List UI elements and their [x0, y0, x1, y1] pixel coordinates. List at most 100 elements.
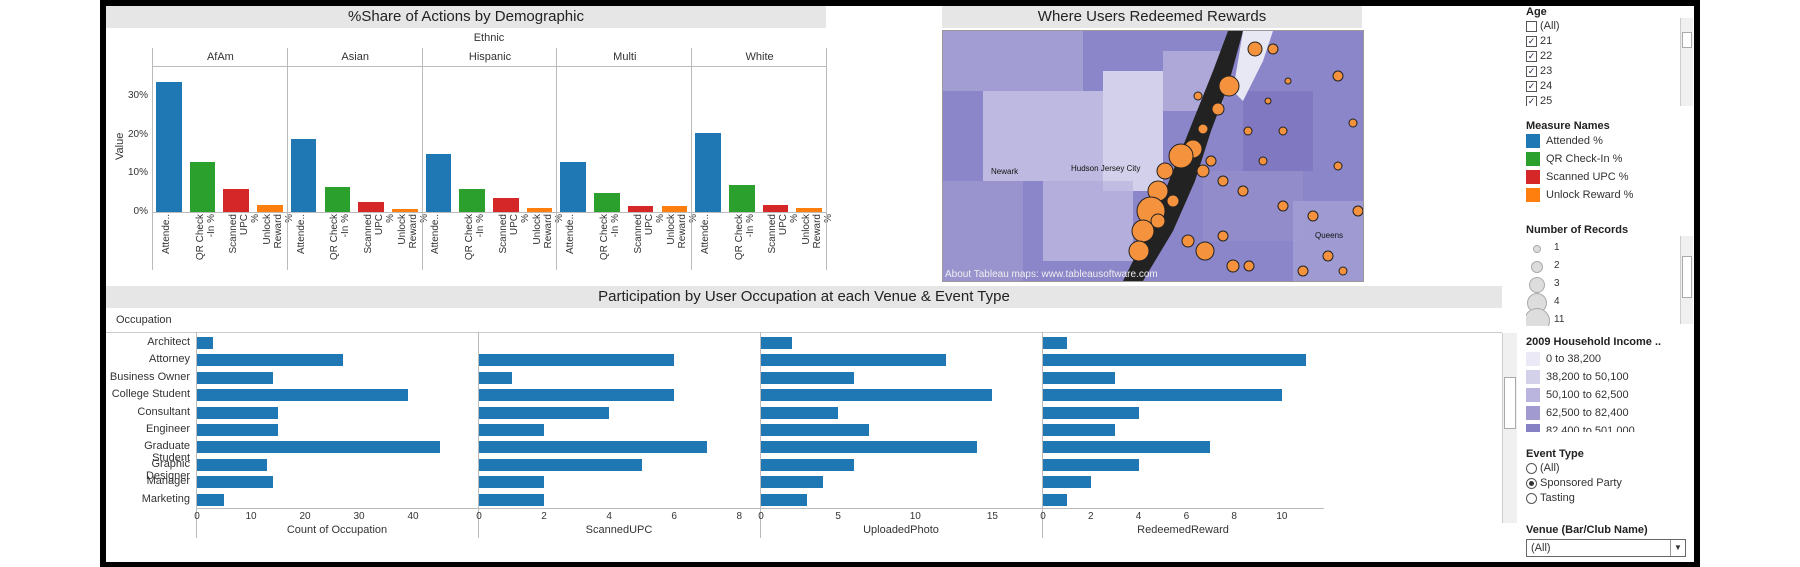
- occupation-bar[interactable]: [197, 424, 278, 436]
- occupation-bar[interactable]: [761, 354, 947, 367]
- occupation-bar[interactable]: [197, 389, 408, 402]
- map-point[interactable]: [1197, 123, 1209, 135]
- occupation-bar[interactable]: [479, 371, 512, 384]
- map-point[interactable]: [1195, 241, 1215, 261]
- occupation-bar[interactable]: [197, 406, 278, 419]
- bar-asian-3[interactable]: [391, 209, 418, 212]
- occupation-bar[interactable]: [479, 354, 675, 367]
- map-point[interactable]: [1247, 41, 1263, 57]
- bar-white-3[interactable]: [796, 208, 822, 212]
- occupation-bar[interactable]: [1043, 493, 1067, 506]
- occupation-bar[interactable]: [761, 493, 808, 506]
- map-point[interactable]: [1297, 265, 1309, 277]
- age-scrollbar[interactable]: [1680, 18, 1693, 106]
- radio-icon[interactable]: [1526, 492, 1537, 504]
- bar-white-2[interactable]: [762, 205, 789, 212]
- occupation-bar[interactable]: [761, 458, 854, 471]
- bar-white-0[interactable]: [695, 132, 721, 212]
- map-credit[interactable]: About Tableau maps: www.tableausoftware.…: [945, 269, 1158, 280]
- income-legend-item[interactable]: 62,500 to 82,400: [1526, 406, 1629, 420]
- occupation-bar[interactable]: [197, 354, 343, 367]
- occupation-bar[interactable]: [761, 406, 839, 419]
- age-option[interactable]: ✓ 22: [1526, 50, 1552, 62]
- map-point[interactable]: [1168, 143, 1194, 169]
- income-legend-item[interactable]: 50,100 to 62,500: [1526, 388, 1629, 402]
- age-option[interactable]: ✓ 25: [1526, 95, 1552, 106]
- event-type-option[interactable]: Tasting: [1526, 492, 1575, 504]
- radio-icon[interactable]: [1526, 462, 1537, 474]
- map-point[interactable]: [1205, 155, 1217, 167]
- map-point[interactable]: [1211, 102, 1225, 116]
- map-point[interactable]: [1237, 185, 1249, 197]
- income-legend-item[interactable]: 82,400 to 501,000: [1526, 424, 1635, 432]
- occupation-bar[interactable]: [761, 371, 854, 384]
- map-point[interactable]: [1217, 230, 1229, 242]
- bar-asian-2[interactable]: [358, 201, 384, 212]
- income-legend-item[interactable]: 0 to 38,200: [1526, 352, 1601, 366]
- map-point[interactable]: [1226, 259, 1240, 273]
- map-point[interactable]: [1284, 77, 1292, 85]
- chevron-down-icon[interactable]: ▼: [1670, 540, 1685, 556]
- map-point[interactable]: [1277, 200, 1289, 212]
- bar-asian-1[interactable]: [324, 186, 351, 212]
- map-point[interactable]: [1258, 156, 1268, 166]
- redemption-map[interactable]: Newark Hudson Jersey City Queens About Tab…: [942, 30, 1364, 282]
- occupation-bar[interactable]: [1043, 458, 1139, 471]
- occupation-bar[interactable]: [197, 441, 440, 454]
- map-point[interactable]: [1322, 250, 1334, 262]
- venue-dropdown[interactable]: (All) ▼: [1526, 539, 1686, 557]
- checkbox-icon[interactable]: ✓: [1526, 50, 1537, 62]
- map-point[interactable]: [1150, 213, 1166, 229]
- occupation-bar[interactable]: [1043, 371, 1115, 384]
- occupation-bar[interactable]: [761, 389, 993, 402]
- occupation-bar[interactable]: [197, 371, 273, 384]
- checkbox-icon[interactable]: ✓: [1526, 65, 1537, 77]
- occupation-bar[interactable]: [1043, 441, 1211, 454]
- occupation-bar[interactable]: [1043, 476, 1091, 489]
- measure-legend-item[interactable]: QR Check-In %: [1526, 152, 1622, 166]
- occupation-bar[interactable]: [197, 337, 214, 349]
- occupation-bar[interactable]: [761, 476, 823, 489]
- occupation-bar[interactable]: [1043, 424, 1115, 436]
- occupation-bar[interactable]: [1043, 406, 1139, 419]
- map-point[interactable]: [1307, 210, 1319, 222]
- measure-legend-item[interactable]: Scanned UPC %: [1526, 170, 1629, 184]
- radio-icon[interactable]: [1526, 477, 1537, 489]
- records-scrollbar[interactable]: [1680, 236, 1693, 324]
- map-point[interactable]: [1332, 70, 1344, 82]
- occupation-bar[interactable]: [479, 493, 545, 506]
- occupation-bar[interactable]: [197, 493, 224, 506]
- map-point[interactable]: [1217, 175, 1229, 187]
- map-point[interactable]: [1348, 118, 1358, 128]
- bar-afam-0[interactable]: [156, 82, 182, 212]
- age-option[interactable]: ✓ 21: [1526, 35, 1552, 47]
- age-option[interactable]: ✓ 23: [1526, 65, 1552, 77]
- bar-multi-3[interactable]: [661, 206, 688, 212]
- map-point[interactable]: [1338, 266, 1348, 276]
- occupation-bar[interactable]: [479, 441, 707, 454]
- occupation-bar[interactable]: [479, 389, 675, 402]
- checkbox-icon[interactable]: ✓: [1526, 35, 1537, 47]
- map-point[interactable]: [1131, 219, 1155, 243]
- bar-multi-2[interactable]: [627, 206, 654, 212]
- bar-asian-0[interactable]: [290, 138, 317, 212]
- bar-hispanic-1[interactable]: [459, 188, 485, 212]
- map-point[interactable]: [1243, 126, 1253, 136]
- measure-legend-item[interactable]: Attended %: [1526, 134, 1603, 148]
- map-point[interactable]: [1352, 205, 1363, 217]
- bar-hispanic-2[interactable]: [493, 197, 519, 212]
- age-option[interactable]: (All): [1526, 20, 1560, 32]
- bar-hispanic-3[interactable]: [526, 208, 553, 212]
- occupation-bar[interactable]: [479, 406, 610, 419]
- occupation-bar[interactable]: [761, 337, 792, 349]
- occupation-bar[interactable]: [479, 476, 545, 489]
- map-point[interactable]: [1333, 161, 1343, 171]
- map-point[interactable]: [1196, 164, 1210, 178]
- bar-multi-1[interactable]: [594, 192, 620, 212]
- map-point[interactable]: [1267, 43, 1279, 55]
- occupation-bar[interactable]: [1043, 337, 1067, 349]
- occupation-scrollbar[interactable]: [1502, 333, 1517, 523]
- bar-afam-2[interactable]: [223, 188, 250, 212]
- event-type-option[interactable]: Sponsored Party: [1526, 477, 1622, 489]
- map-point[interactable]: [1128, 240, 1150, 262]
